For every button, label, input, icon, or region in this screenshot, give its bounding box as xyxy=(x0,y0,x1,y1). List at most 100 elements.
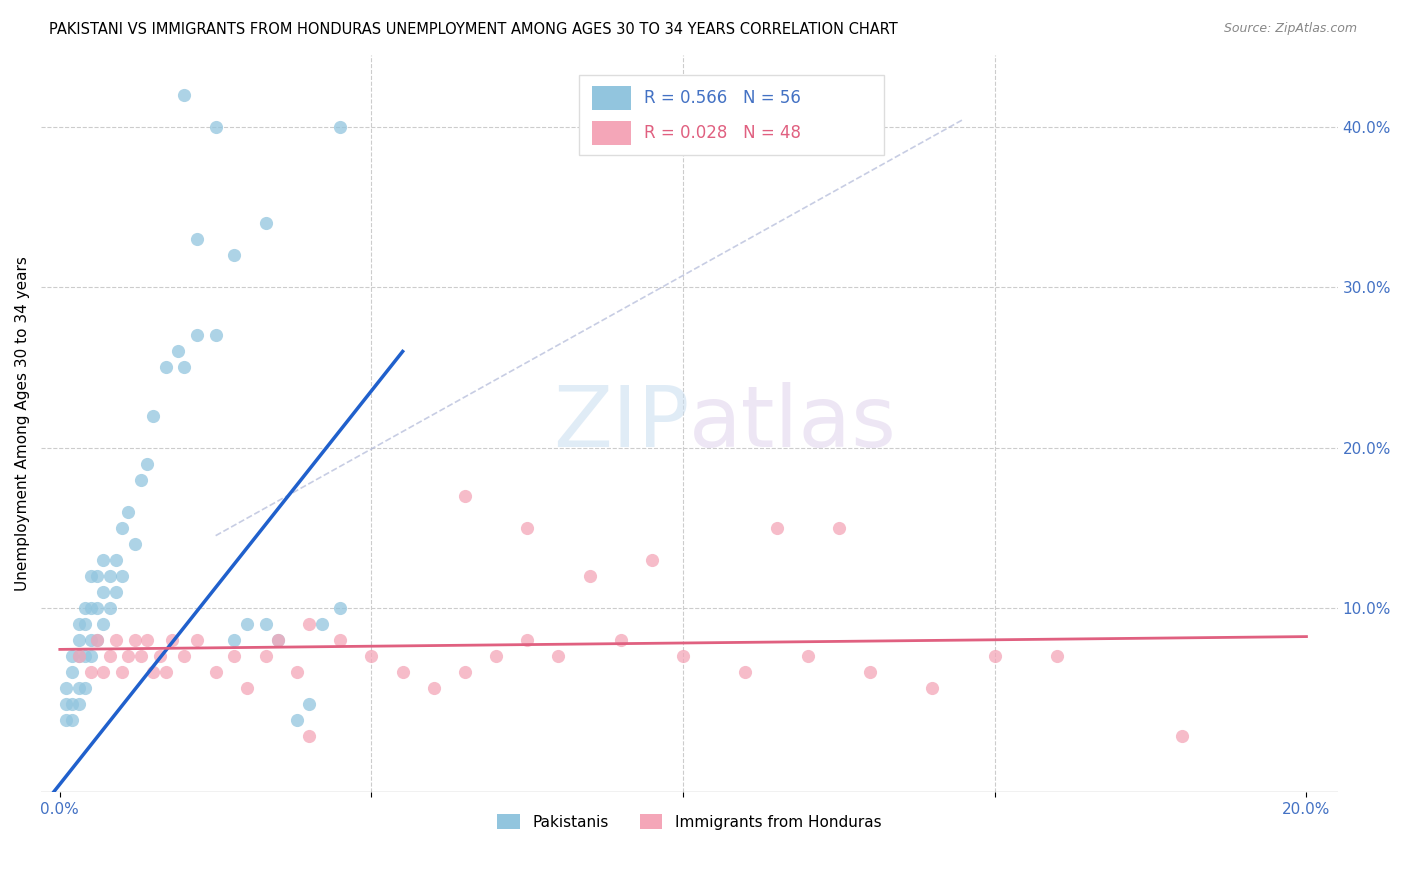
Point xyxy=(329,120,352,135)
Point xyxy=(80,665,103,679)
Point xyxy=(797,648,820,663)
Point xyxy=(67,681,90,695)
Point xyxy=(86,632,108,647)
Point xyxy=(1046,648,1069,663)
Point xyxy=(80,632,103,647)
Point xyxy=(173,88,195,103)
Y-axis label: Unemployment Among Ages 30 to 34 years: Unemployment Among Ages 30 to 34 years xyxy=(15,256,30,591)
Point xyxy=(67,632,90,647)
Point xyxy=(765,521,787,535)
Point xyxy=(516,521,538,535)
Point xyxy=(224,248,246,262)
Point xyxy=(311,616,333,631)
Point xyxy=(454,665,477,679)
Point xyxy=(93,665,115,679)
Text: atlas: atlas xyxy=(689,382,897,465)
Point xyxy=(285,713,308,727)
Point xyxy=(672,648,695,663)
Point xyxy=(285,665,308,679)
Point xyxy=(60,648,83,663)
Point xyxy=(124,632,146,647)
Point xyxy=(160,632,183,647)
Point xyxy=(86,632,108,647)
Point xyxy=(142,409,165,423)
Point xyxy=(142,665,165,679)
Point xyxy=(67,616,90,631)
Point xyxy=(204,328,226,343)
Point xyxy=(60,713,83,727)
Point xyxy=(360,648,382,663)
Point xyxy=(204,120,226,135)
Point xyxy=(329,600,352,615)
Point xyxy=(93,552,115,566)
Point xyxy=(254,648,277,663)
Point xyxy=(129,473,152,487)
Point xyxy=(454,489,477,503)
Text: ZIP: ZIP xyxy=(553,382,689,465)
Point xyxy=(60,697,83,711)
FancyBboxPatch shape xyxy=(579,75,884,154)
Point xyxy=(98,648,121,663)
Point xyxy=(984,648,1007,663)
Point xyxy=(55,681,77,695)
Point xyxy=(610,632,633,647)
Point xyxy=(80,568,103,582)
Point xyxy=(104,584,127,599)
Point xyxy=(173,360,195,375)
Text: PAKISTANI VS IMMIGRANTS FROM HONDURAS UNEMPLOYMENT AMONG AGES 30 TO 34 YEARS COR: PAKISTANI VS IMMIGRANTS FROM HONDURAS UN… xyxy=(49,22,898,37)
Point xyxy=(55,713,77,727)
Point xyxy=(129,648,152,663)
Point xyxy=(186,632,208,647)
Point xyxy=(73,600,96,615)
FancyBboxPatch shape xyxy=(592,120,631,145)
Point xyxy=(547,648,569,663)
Point xyxy=(921,681,943,695)
Point xyxy=(55,697,77,711)
Point xyxy=(73,616,96,631)
Point xyxy=(104,552,127,566)
Point xyxy=(155,665,177,679)
Point xyxy=(124,537,146,551)
Point xyxy=(155,360,177,375)
Point xyxy=(298,697,321,711)
Point xyxy=(86,568,108,582)
Point xyxy=(186,328,208,343)
Point xyxy=(298,616,321,631)
Text: R = 0.028   N = 48: R = 0.028 N = 48 xyxy=(644,123,801,142)
Point xyxy=(67,648,90,663)
Legend: Pakistanis, Immigrants from Honduras: Pakistanis, Immigrants from Honduras xyxy=(491,808,887,836)
Point xyxy=(1171,729,1194,743)
Point xyxy=(111,665,134,679)
Point xyxy=(641,552,664,566)
Point xyxy=(516,632,538,647)
Point xyxy=(236,681,259,695)
Text: Source: ZipAtlas.com: Source: ZipAtlas.com xyxy=(1223,22,1357,36)
Point xyxy=(98,568,121,582)
Point xyxy=(167,344,190,359)
Point xyxy=(391,665,413,679)
Point xyxy=(80,600,103,615)
Point xyxy=(67,648,90,663)
Point xyxy=(73,648,96,663)
Point xyxy=(80,648,103,663)
Point xyxy=(93,616,115,631)
Point xyxy=(136,457,159,471)
Point xyxy=(186,232,208,246)
Point xyxy=(298,729,321,743)
Point xyxy=(73,681,96,695)
Point xyxy=(254,216,277,230)
Point xyxy=(828,521,851,535)
FancyBboxPatch shape xyxy=(592,87,631,111)
Point xyxy=(329,632,352,647)
Point xyxy=(236,616,259,631)
Point xyxy=(86,600,108,615)
Point xyxy=(104,632,127,647)
Point xyxy=(148,648,170,663)
Point xyxy=(267,632,290,647)
Point xyxy=(578,568,600,582)
Point xyxy=(224,648,246,663)
Point xyxy=(117,648,139,663)
Point xyxy=(111,521,134,535)
Point xyxy=(98,600,121,615)
Point xyxy=(136,632,159,647)
